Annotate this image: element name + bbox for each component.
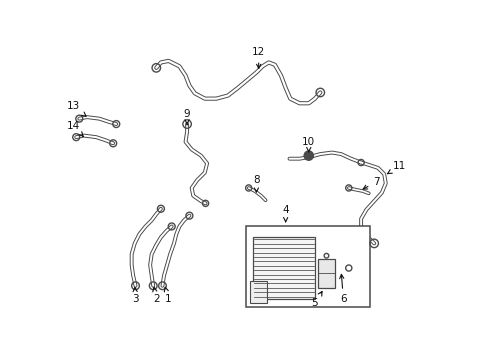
Text: 9: 9 (183, 109, 190, 125)
Text: 1: 1 (164, 287, 172, 304)
Text: 3: 3 (132, 287, 139, 304)
Text: 13: 13 (67, 101, 86, 116)
Text: 5: 5 (311, 292, 322, 309)
Text: 14: 14 (67, 121, 83, 136)
Text: 12: 12 (251, 48, 265, 68)
Text: 6: 6 (339, 274, 346, 304)
Text: 4: 4 (282, 205, 288, 222)
Text: 8: 8 (253, 175, 259, 192)
Bar (245, 226, 369, 307)
Bar (253, 237, 314, 299)
Text: 2: 2 (152, 287, 159, 304)
Bar (317, 259, 334, 288)
Text: 7: 7 (363, 177, 379, 189)
Circle shape (304, 151, 313, 160)
Text: 10: 10 (302, 137, 315, 152)
Bar (250, 281, 266, 303)
Text: 11: 11 (386, 161, 406, 174)
